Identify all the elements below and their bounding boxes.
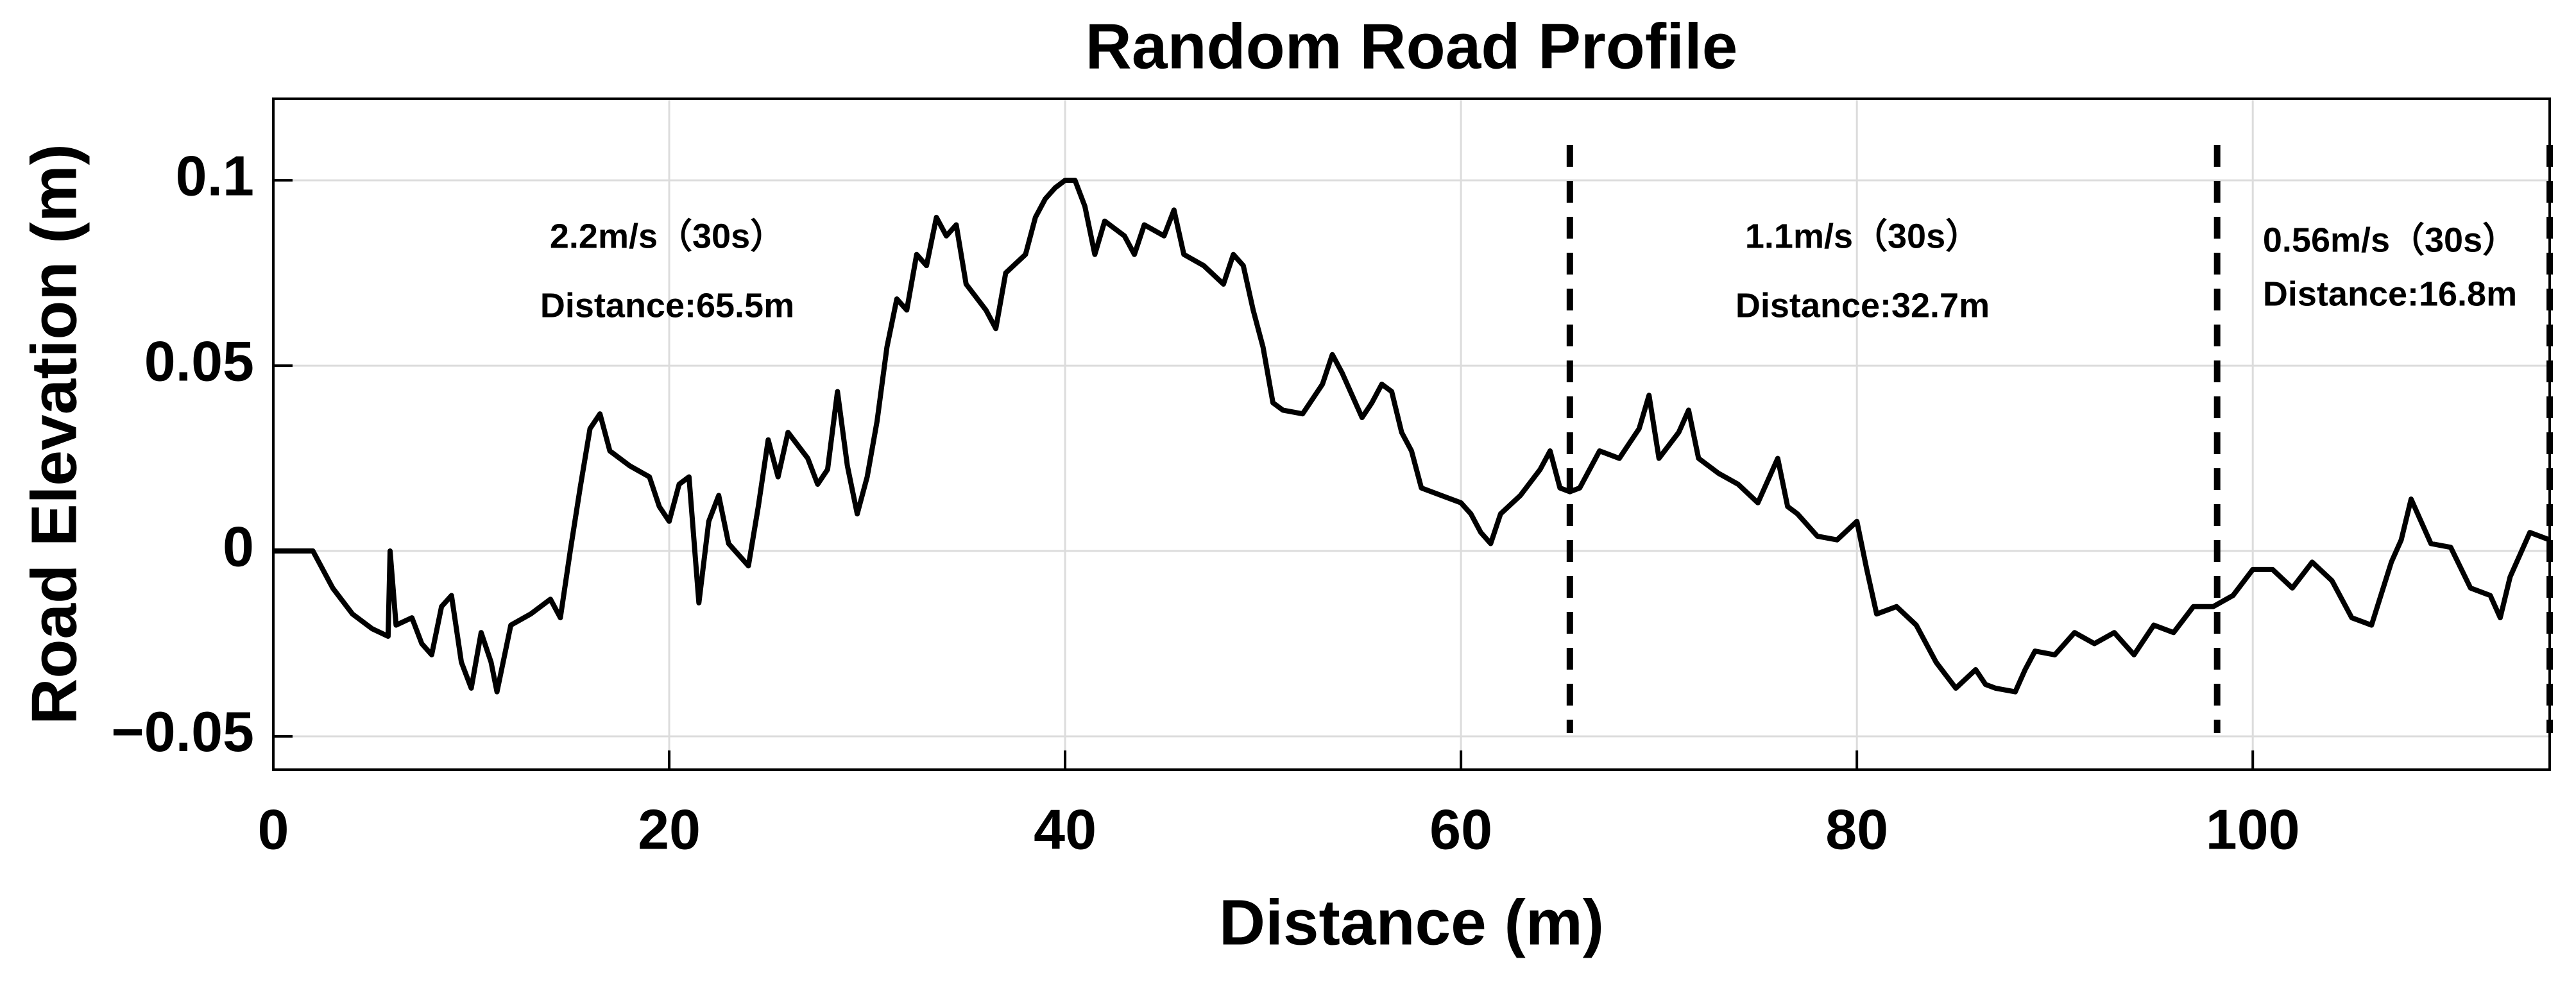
annotation: 0.56m/s（30s）: [2263, 221, 2517, 259]
annotation: Distance:32.7m: [1736, 286, 1990, 325]
annotation: Distance:65.5m: [540, 286, 794, 325]
x-tick-label: 60: [1429, 797, 1492, 861]
x-axis-label: Distance (m): [1219, 886, 1604, 958]
y-tick-label: 0: [223, 514, 254, 578]
y-tick-label: −0.05: [111, 700, 254, 763]
annotation: 2.2m/s（30s）: [550, 217, 785, 255]
y-tick-label: 0.1: [176, 144, 254, 207]
x-tick-label: 40: [1034, 797, 1096, 861]
chart-title: Random Road Profile: [1086, 10, 1738, 82]
x-tick-label: 100: [2206, 797, 2300, 861]
y-tick-label: 0.05: [144, 329, 254, 393]
plot-frame: [272, 97, 2551, 771]
x-tick-label: 80: [1825, 797, 1888, 861]
annotation: Distance:16.8m: [2263, 275, 2517, 313]
profile-line: [273, 178, 2551, 695]
y-axis-label: Road Elevation (m): [18, 144, 90, 725]
x-tick-label: 0: [258, 797, 289, 861]
annotation: 1.1m/s（30s）: [1745, 217, 1980, 255]
x-tick-label: 20: [638, 797, 701, 861]
